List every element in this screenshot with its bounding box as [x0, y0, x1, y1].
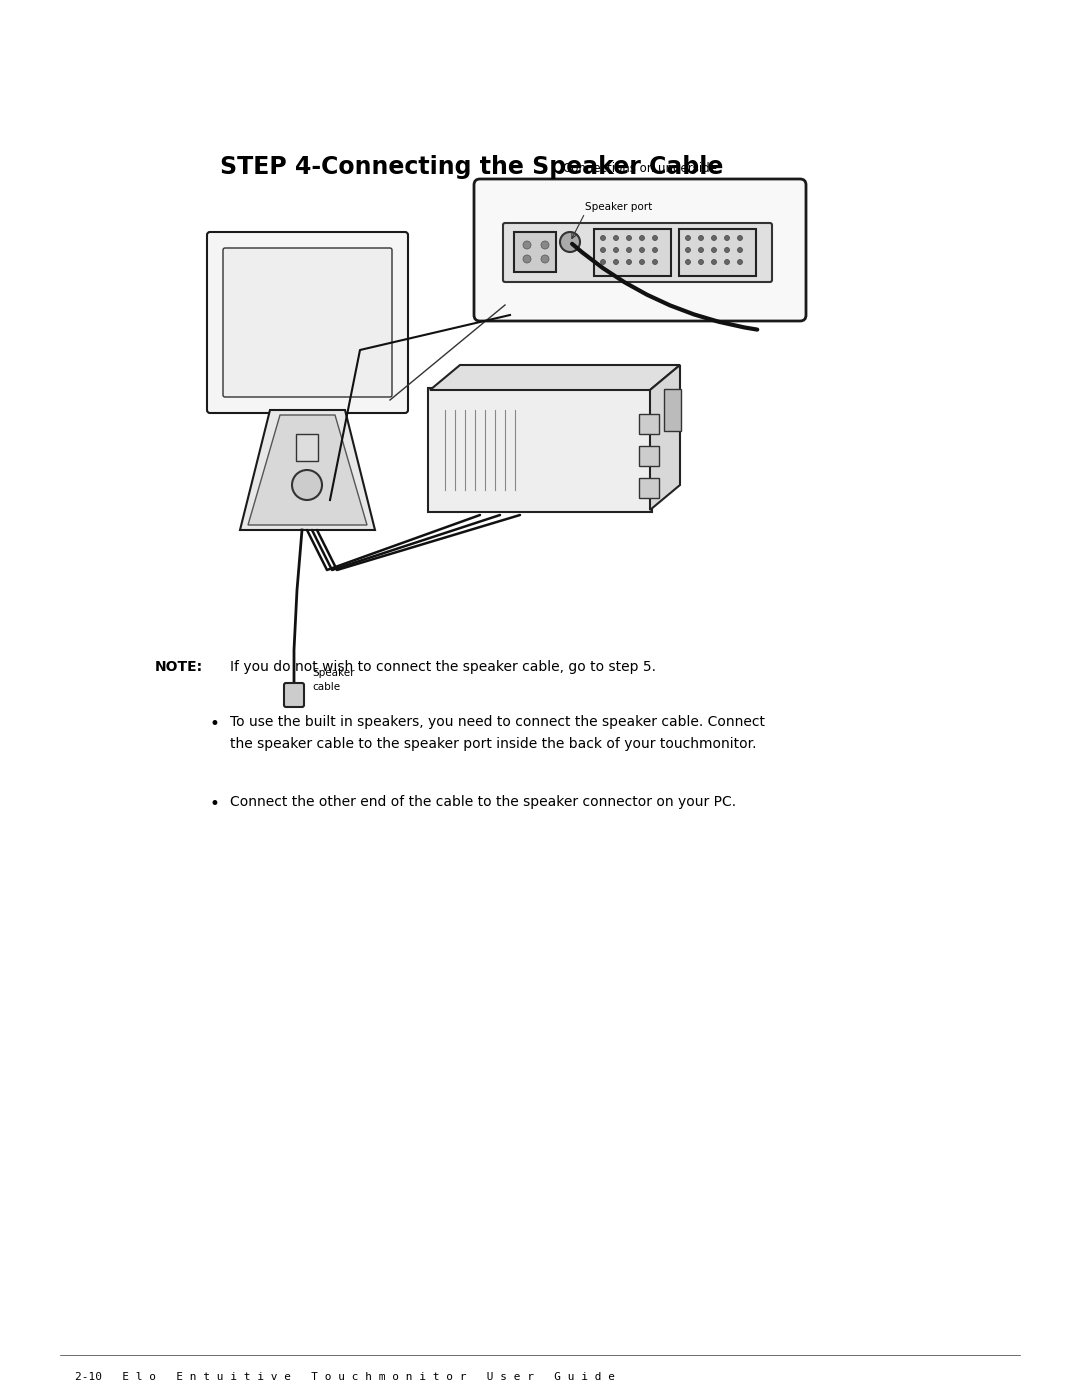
Circle shape: [725, 247, 729, 253]
Text: Speaker
cable: Speaker cable: [312, 668, 354, 692]
Circle shape: [652, 260, 658, 264]
Circle shape: [639, 247, 645, 253]
FancyBboxPatch shape: [639, 414, 659, 434]
Circle shape: [699, 236, 703, 240]
Circle shape: [686, 260, 690, 264]
Circle shape: [541, 256, 549, 263]
Text: •: •: [210, 795, 220, 813]
Circle shape: [626, 236, 632, 240]
Circle shape: [652, 247, 658, 253]
Circle shape: [600, 236, 606, 240]
Circle shape: [686, 236, 690, 240]
Circle shape: [626, 247, 632, 253]
Circle shape: [613, 260, 619, 264]
Text: To use the built in speakers, you need to connect the speaker cable. Connect: To use the built in speakers, you need t…: [230, 715, 765, 729]
Polygon shape: [240, 409, 375, 529]
Circle shape: [292, 469, 322, 500]
FancyBboxPatch shape: [594, 229, 671, 277]
Circle shape: [725, 236, 729, 240]
Polygon shape: [430, 365, 680, 390]
Circle shape: [600, 260, 606, 264]
FancyBboxPatch shape: [207, 232, 408, 414]
Text: STEP 4-Connecting the Speaker Cable: STEP 4-Connecting the Speaker Cable: [220, 155, 724, 179]
FancyBboxPatch shape: [514, 232, 556, 272]
Circle shape: [600, 247, 606, 253]
Circle shape: [699, 247, 703, 253]
FancyBboxPatch shape: [296, 434, 318, 461]
Circle shape: [613, 236, 619, 240]
Circle shape: [639, 260, 645, 264]
Circle shape: [712, 260, 716, 264]
Circle shape: [613, 247, 619, 253]
Circle shape: [712, 236, 716, 240]
Text: If you do not wish to connect the speaker cable, go to step 5.: If you do not wish to connect the speake…: [230, 659, 656, 673]
FancyBboxPatch shape: [639, 478, 659, 497]
Circle shape: [738, 236, 743, 240]
FancyBboxPatch shape: [679, 229, 756, 277]
FancyBboxPatch shape: [428, 388, 652, 511]
Circle shape: [699, 260, 703, 264]
FancyBboxPatch shape: [284, 683, 303, 707]
Polygon shape: [248, 415, 367, 525]
Circle shape: [523, 242, 531, 249]
Text: Connections on underside: Connections on underside: [563, 162, 717, 175]
Circle shape: [686, 247, 690, 253]
Circle shape: [639, 236, 645, 240]
Text: Connect the other end of the cable to the speaker connector on your PC.: Connect the other end of the cable to th…: [230, 795, 737, 809]
FancyBboxPatch shape: [222, 249, 392, 397]
Circle shape: [541, 242, 549, 249]
Text: the speaker cable to the speaker port inside the back of your touchmonitor.: the speaker cable to the speaker port in…: [230, 738, 756, 752]
Text: •: •: [210, 715, 220, 733]
Circle shape: [523, 256, 531, 263]
Circle shape: [652, 236, 658, 240]
FancyBboxPatch shape: [639, 446, 659, 467]
Circle shape: [712, 247, 716, 253]
Circle shape: [738, 247, 743, 253]
Circle shape: [738, 260, 743, 264]
Circle shape: [725, 260, 729, 264]
Text: Speaker port: Speaker port: [585, 203, 652, 212]
FancyBboxPatch shape: [664, 388, 681, 432]
Text: 2-10   E l o   E n t u i t i v e   T o u c h m o n i t o r   U s e r   G u i d e: 2-10 E l o E n t u i t i v e T o u c h m…: [75, 1372, 615, 1382]
Circle shape: [561, 232, 580, 251]
FancyBboxPatch shape: [503, 224, 772, 282]
Polygon shape: [650, 365, 680, 510]
FancyBboxPatch shape: [474, 179, 806, 321]
Circle shape: [626, 260, 632, 264]
Text: NOTE:: NOTE:: [156, 659, 203, 673]
